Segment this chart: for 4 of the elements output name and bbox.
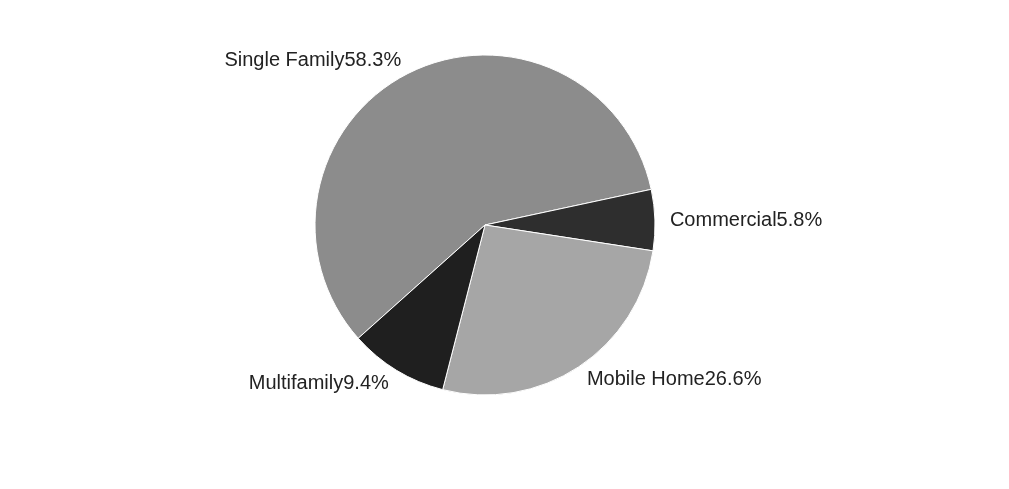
slice-label: Multifamily9.4% bbox=[248, 371, 390, 394]
slice-label: Mobile Home26.6% bbox=[586, 367, 762, 390]
slice-label: Single Family58.3% bbox=[224, 48, 402, 71]
slice-label: Commercial5.8% bbox=[669, 207, 823, 230]
